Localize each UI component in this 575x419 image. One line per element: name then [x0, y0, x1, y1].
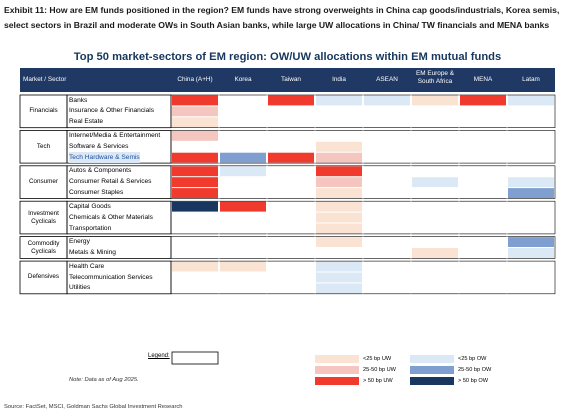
column-header-1: Korea: [234, 76, 252, 83]
column-header-5: EM Europe & South Africa: [415, 70, 454, 85]
heatmap-cell: [220, 152, 266, 163]
sector-row-label: Consumer Retail & Services: [69, 178, 152, 186]
heatmap-cell: [508, 95, 554, 106]
sector-row-label: Internet/Media & Entertainment: [69, 131, 161, 139]
source-line: Source: FactSet, MSCI, Goldman Sachs Glo…: [4, 404, 183, 410]
chart-title: Top 50 market-sectors of EM region: OW/U…: [73, 51, 502, 63]
heatmap-cell: [268, 95, 314, 106]
heatmap-cell: [412, 248, 458, 258]
sector-row-label: Real Estate: [69, 118, 104, 126]
heatmap-cell: [508, 237, 554, 247]
heatmap-cell: [316, 141, 362, 152]
sector-row-label: Transportation: [69, 224, 112, 232]
legend-label: <25 bp OW: [458, 356, 487, 362]
legend-swatch: [410, 366, 454, 374]
legend-label: 25-50 bp UW: [363, 367, 396, 373]
heatmap-cell: [172, 106, 218, 117]
data-note: Note: Data as of Aug 2025.: [69, 377, 139, 383]
heatmap-cell: [172, 201, 218, 212]
column-header-2: Taiwan: [281, 76, 301, 83]
heatmap-cell: [172, 152, 218, 163]
heatmap-cell: [460, 95, 506, 106]
heatmap-cell: [508, 248, 554, 258]
sector-label: Defensives: [27, 273, 60, 281]
legend-swatch: [315, 377, 359, 385]
sector-row-label: Consumer Staples: [69, 189, 124, 197]
heatmap-cell: [316, 166, 362, 177]
sector-label: Financials: [29, 107, 58, 115]
heatmap-cell: [220, 201, 266, 212]
heatmap-cell: [172, 95, 218, 106]
heatmap-cell: [316, 201, 362, 212]
sector-row-label: Metals & Mining: [69, 249, 116, 256]
heatmap-cell: [172, 130, 218, 141]
sector-row-label: Software & Services: [69, 142, 129, 150]
column-header-7: Latam: [522, 76, 540, 83]
legend-swatch: [410, 377, 454, 385]
heatmap-cell: [316, 152, 362, 163]
heatmap-cell: [316, 223, 362, 234]
heatmap-cell: [268, 152, 314, 163]
heatmap-cell: [316, 95, 362, 106]
heatmap-cell: [220, 261, 266, 272]
corner-header: Market / Sector: [23, 76, 67, 83]
heatmap-cell: [316, 188, 362, 198]
sector-label: Investment Cyclicals: [28, 209, 59, 225]
heatmap-cell: [220, 166, 266, 177]
heatmap-cell: [316, 272, 362, 283]
heatmap-cell: [316, 283, 362, 294]
heatmap-cell: [412, 177, 458, 188]
heatmap-cell: [508, 188, 554, 198]
legend-swatch: [315, 366, 359, 374]
legend-swatch: [410, 355, 454, 363]
sector-label: Consumer: [28, 178, 59, 186]
heatmap-cell: [316, 212, 362, 223]
sector-row-label: Telecommunication Services: [69, 273, 153, 281]
heatmap-cell: [172, 117, 218, 128]
sector-row-label: Energy: [69, 238, 90, 246]
sector-label: Commodity Cyclicals: [27, 239, 60, 255]
sector-label: Tech: [36, 142, 51, 150]
sector-row-label: Tech Hardware & Semis: [69, 151, 140, 163]
column-header-4: ASEAN: [376, 76, 398, 83]
heatmap-cell: [316, 177, 362, 188]
legend-label: 25-50 bp OW: [458, 367, 492, 373]
sector-row-label: Capital Goods: [69, 202, 111, 210]
sector-row-label: Autos & Components: [69, 167, 132, 175]
heatmap-cell: [172, 188, 218, 198]
sector-row-label: Insurance & Other Financials: [69, 107, 155, 115]
legend-title-box: [171, 351, 219, 365]
legend-title: Legend:: [148, 353, 170, 359]
column-header-3: India: [332, 76, 346, 83]
sector-row-label: Chemicals & Other Materials: [69, 213, 153, 221]
legend-label: <25 bp UW: [363, 356, 392, 362]
heatmap-cell: [172, 177, 218, 188]
sector-row-label: Utilities: [69, 284, 91, 292]
legend-label: > 50 bp UW: [363, 378, 393, 384]
legend-swatch: [315, 355, 359, 363]
column-header-bar: [20, 68, 555, 92]
heatmap-cell: [316, 237, 362, 247]
heatmap-cell: [172, 166, 218, 177]
heatmap-cell: [412, 95, 458, 106]
column-header-6: MENA: [473, 76, 493, 83]
sector-row-label: Health Care: [69, 262, 105, 270]
exhibit-caption: Exhibit 11: How are EM funds positioned …: [4, 5, 560, 30]
heatmap-cell: [172, 261, 218, 272]
heatmap-cell: [364, 95, 410, 106]
sector-row-label: Banks: [69, 96, 88, 104]
heatmap-cell: [316, 261, 362, 272]
heatmap-cell: [508, 177, 554, 188]
column-header-0: China (A+H): [177, 76, 213, 83]
legend-label: > 50 bp OW: [458, 378, 489, 384]
